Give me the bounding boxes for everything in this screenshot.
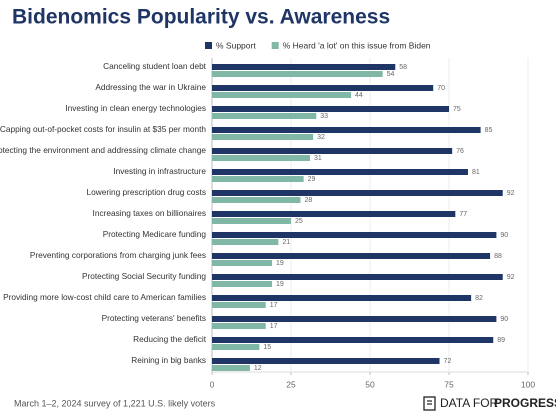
value-label: 15	[263, 344, 271, 351]
bar	[212, 169, 468, 175]
bar	[212, 295, 472, 301]
bar	[212, 71, 383, 77]
bar	[212, 106, 449, 112]
brand-prefix: DATA FOR	[440, 396, 499, 410]
value-label: 28	[304, 197, 312, 204]
x-tick-label: 50	[365, 379, 375, 389]
value-label: 81	[472, 169, 480, 176]
value-label: 92	[507, 274, 515, 281]
value-label: 17	[270, 302, 278, 309]
bar	[212, 211, 456, 217]
x-tick-label: 100	[521, 379, 535, 389]
bar	[212, 344, 260, 350]
category-label: Protecting the environment and addressin…	[0, 145, 206, 155]
category-label: Preventing corporations from charging ju…	[30, 250, 206, 260]
legend-swatch	[205, 42, 212, 49]
value-label: 90	[500, 316, 508, 323]
value-label: 29	[308, 176, 316, 183]
legend-label: % Heard 'a lot' on this issue from Biden	[283, 40, 431, 50]
value-label: 72	[444, 358, 452, 365]
value-label: 32	[317, 134, 325, 141]
bar	[212, 155, 310, 161]
bar	[212, 253, 491, 259]
category-label: Capping out-of-pocket costs for insulin …	[0, 124, 206, 134]
bar	[212, 64, 396, 70]
value-label: 82	[475, 295, 483, 302]
category-label: Providing more low-cost child care to Am…	[3, 292, 206, 302]
bar	[212, 92, 352, 98]
category-label: Increasing taxes on billionaires	[93, 208, 206, 218]
x-tick-label: 25	[286, 379, 296, 389]
bar	[212, 316, 497, 322]
bar	[212, 274, 503, 280]
bar	[212, 358, 440, 364]
bar	[212, 113, 317, 119]
value-label: 19	[276, 260, 284, 267]
category-label: Investing in infrastructure	[113, 166, 206, 176]
bar	[212, 197, 301, 203]
category-label: Reining in big banks	[131, 355, 206, 365]
value-label: 25	[295, 218, 303, 225]
value-label: 19	[276, 281, 284, 288]
value-label: 77	[459, 211, 467, 218]
bar	[212, 218, 291, 224]
logo-icon	[423, 396, 436, 411]
bar	[212, 134, 314, 140]
bar	[212, 365, 250, 371]
value-label: 54	[387, 71, 395, 78]
x-tick-label: 0	[210, 379, 215, 389]
category-label: Protecting veterans' benefits	[102, 313, 206, 323]
bar	[212, 337, 494, 343]
bar	[212, 323, 266, 329]
chart-title: Bidenomics Popularity vs. Awareness	[12, 6, 390, 29]
value-label: 44	[355, 92, 363, 99]
value-label: 88	[494, 253, 502, 260]
brand-name: PROGRESS	[494, 396, 556, 410]
category-label: Protecting Medicare funding	[103, 229, 207, 239]
category-label: Addressing the war in Ukraine	[95, 82, 206, 92]
value-label: 12	[254, 365, 262, 372]
value-label: 85	[485, 127, 493, 134]
category-label: Canceling student loan debt	[103, 61, 207, 71]
bar	[212, 239, 279, 245]
legend-label: % Support	[216, 40, 256, 50]
bar	[212, 281, 273, 287]
bar	[212, 127, 481, 133]
value-label: 89	[497, 337, 505, 344]
value-label: 90	[500, 232, 508, 239]
bar	[212, 302, 266, 308]
legend-swatch	[271, 42, 279, 49]
value-label: 75	[453, 106, 461, 113]
value-label: 17	[270, 323, 278, 330]
category-label: Lowering prescription drug costs	[87, 187, 206, 197]
bar	[212, 190, 503, 196]
category-label: Protecting Social Security funding	[82, 271, 206, 281]
value-label: 58	[399, 64, 407, 71]
value-label: 31	[314, 155, 322, 162]
value-label: 21	[282, 239, 290, 246]
category-label: Investing in clean energy technologies	[65, 103, 206, 113]
value-label: 92	[507, 190, 515, 197]
x-tick-label: 75	[444, 379, 454, 389]
value-label: 70	[437, 85, 445, 92]
bar	[212, 232, 497, 238]
footnote: March 1–2, 2024 survey of 1,221 U.S. lik…	[14, 398, 216, 408]
bar	[212, 176, 304, 182]
bar	[212, 260, 273, 266]
value-label: 76	[456, 148, 464, 155]
value-label: 33	[320, 113, 328, 120]
bar	[212, 148, 453, 154]
bar	[212, 85, 434, 91]
category-label: Reducing the deficit	[133, 334, 207, 344]
